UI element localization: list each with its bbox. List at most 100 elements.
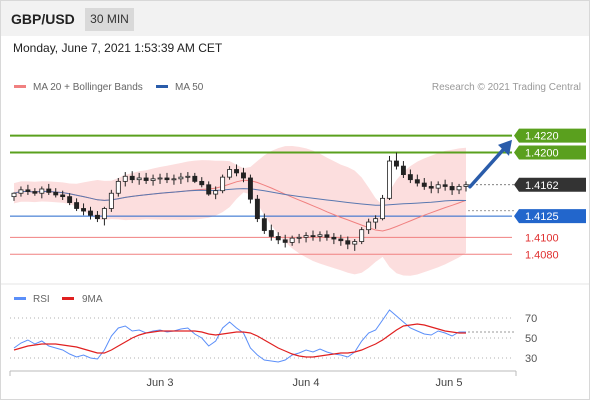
rsi-panel: RSI 9MA 70 50 30 [1, 283, 589, 365]
legend-ma50-label: MA 50 [175, 82, 204, 93]
legend-swatch-9ma [62, 297, 74, 300]
candle-body [275, 236, 281, 241]
price-label-1-4220-bg [514, 128, 586, 143]
candle-body [81, 208, 86, 212]
x-tick-Jun-5: Jun 5 [436, 377, 463, 389]
legend-layer: MA 20 + Bollinger Bands MA 50 Research © 2… [14, 82, 581, 93]
price-label-1-4200-bg [514, 145, 586, 160]
legend-rsi-label: RSI [33, 294, 50, 305]
candle-body [164, 177, 170, 181]
candle-body [11, 192, 17, 198]
candle-body [303, 235, 309, 238]
ma9-line [13, 323, 466, 358]
candle-body [366, 221, 372, 231]
candle-body [289, 237, 295, 243]
candle-body [227, 169, 233, 178]
price-label-1-4125-bg [514, 209, 586, 224]
candle-body [234, 169, 239, 174]
rsi-tick-50: 50 [525, 333, 537, 345]
candle-body [407, 174, 413, 181]
candle-body [129, 175, 135, 181]
candle-body [421, 182, 427, 187]
price-label-1-4080: 1.4080 [525, 249, 559, 261]
candle-body [338, 238, 344, 242]
candle-body [394, 160, 399, 167]
candle-body [94, 214, 100, 220]
moving-average-layer [13, 179, 467, 232]
price-label-1-4162-bg [514, 177, 586, 192]
candle-body [247, 177, 253, 200]
candle-body [115, 180, 121, 194]
legend-swatch-ma20 [14, 85, 26, 88]
candle-body [400, 165, 406, 175]
candle-body [414, 179, 420, 184]
watermark: Research © 2021 Trading Central [432, 82, 581, 93]
legend-9ma-label: 9MA [82, 294, 103, 305]
legend-swatch-rsi [14, 297, 26, 300]
candle-body [46, 188, 52, 193]
candle-body [39, 188, 45, 194]
candle-body [317, 234, 323, 237]
candle-body [157, 177, 163, 180]
candle-body [122, 175, 128, 182]
candle-body [206, 184, 212, 195]
candle-body [387, 160, 392, 199]
candle-body [136, 177, 142, 181]
price-labels-layer: 1.4220 1.4200 1.4162 1.4125 1.4100 1.4080 [514, 128, 586, 261]
price-label-1-4220: 1.4220 [525, 131, 559, 143]
candles-layer [11, 139, 512, 251]
header-bar: GBP/USD 30 MIN [1, 1, 589, 36]
candle-body [74, 202, 80, 209]
candle-body [171, 178, 177, 181]
candle-body [101, 208, 107, 220]
candle-body [192, 175, 198, 182]
candle-body [456, 186, 462, 191]
candle-body [88, 210, 93, 216]
rsi-tick-70: 70 [525, 313, 537, 325]
candle-body [220, 176, 226, 192]
time-axis: Jun 3 Jun 4 Jun 5 [9, 370, 517, 389]
candle-body [53, 191, 59, 196]
timeframe-button[interactable]: 30 MIN [85, 8, 134, 31]
price-label-1-4200: 1.4200 [525, 148, 559, 160]
candle-body [324, 234, 330, 238]
datetime-label: Monday, June 7, 2021 1:53:39 AM CET [13, 41, 223, 55]
candle-body [60, 194, 66, 198]
price-label-1-4100: 1.4100 [525, 232, 559, 244]
candle-body [345, 240, 351, 245]
price-levels-layer [10, 134, 514, 255]
candle-body [199, 180, 205, 186]
candle-body [108, 192, 114, 209]
candle-body [449, 186, 455, 191]
x-tick-Jun-4: Jun 4 [293, 377, 320, 389]
candle-body [241, 172, 246, 179]
candle-body [254, 198, 260, 220]
x-tick-Jun-3: Jun 3 [147, 377, 174, 389]
ma50-line [13, 188, 467, 206]
candle-body [143, 177, 149, 181]
legend-swatch-ma50 [156, 85, 168, 88]
price-label-1-4125: 1.4125 [525, 211, 559, 223]
candle-body [352, 241, 358, 245]
symbol-title: GBP/USD [11, 11, 75, 27]
legend-ma20-label: MA 20 + Bollinger Bands [33, 82, 143, 93]
candle-body [359, 229, 365, 242]
candle-body [442, 184, 448, 187]
projection-arrow-shaft [468, 147, 506, 189]
price-label-1-4162: 1.4162 [525, 180, 559, 192]
candle-body [282, 239, 288, 243]
candle-body [373, 218, 379, 223]
rsi-line [13, 309, 466, 363]
candle-body [331, 236, 337, 240]
candle-body [150, 178, 156, 181]
candle-body [463, 184, 469, 187]
candle-body [32, 191, 38, 194]
candle-body [310, 235, 316, 238]
candle-body [268, 230, 274, 237]
candle-body [213, 190, 219, 195]
projection-arrow-head [498, 139, 512, 156]
candle-body [185, 175, 191, 178]
candle-body [67, 196, 73, 203]
candle-body [18, 189, 24, 194]
